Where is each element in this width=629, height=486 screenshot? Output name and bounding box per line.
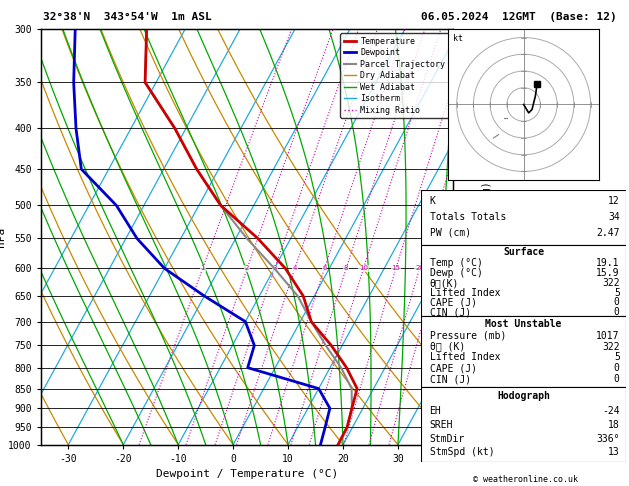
Text: 0: 0 xyxy=(614,374,620,384)
Text: 5: 5 xyxy=(614,288,620,297)
Text: CAPE (J): CAPE (J) xyxy=(430,364,477,373)
Text: 322: 322 xyxy=(602,342,620,351)
Text: Hodograph: Hodograph xyxy=(497,391,550,401)
Text: 8: 8 xyxy=(344,265,348,271)
Text: 19.1: 19.1 xyxy=(596,258,620,268)
Text: StmDir: StmDir xyxy=(430,434,465,444)
Text: θᴇ (K): θᴇ (K) xyxy=(430,342,465,351)
Text: 1017: 1017 xyxy=(596,330,620,341)
Text: 322: 322 xyxy=(602,278,620,288)
Text: EH: EH xyxy=(430,406,442,417)
Text: CAPE (J): CAPE (J) xyxy=(430,297,477,307)
Text: 2.47: 2.47 xyxy=(596,227,620,238)
Text: 18: 18 xyxy=(608,420,620,430)
Text: Temp (°C): Temp (°C) xyxy=(430,258,482,268)
Bar xyxy=(421,316,626,387)
Text: 20: 20 xyxy=(415,265,424,271)
Text: StmSpd (kt): StmSpd (kt) xyxy=(430,447,494,457)
Text: θᴇ(K): θᴇ(K) xyxy=(430,278,459,288)
Text: CIN (J): CIN (J) xyxy=(430,374,470,384)
Y-axis label: hPa: hPa xyxy=(0,227,6,247)
Text: 3: 3 xyxy=(272,265,277,271)
Text: 12: 12 xyxy=(608,196,620,206)
Text: 6: 6 xyxy=(322,265,326,271)
Text: PW (cm): PW (cm) xyxy=(430,227,470,238)
Text: SREH: SREH xyxy=(430,420,453,430)
Text: 0: 0 xyxy=(614,307,620,317)
Text: Pressure (mb): Pressure (mb) xyxy=(430,330,506,341)
Text: Dewp (°C): Dewp (°C) xyxy=(430,268,482,278)
Y-axis label: Mixing Ratio (g/kg): Mixing Ratio (g/kg) xyxy=(482,181,493,293)
Text: K: K xyxy=(430,196,435,206)
Bar xyxy=(421,245,626,316)
Text: 0: 0 xyxy=(614,297,620,307)
Text: kt: kt xyxy=(454,34,464,43)
Text: Most Unstable: Most Unstable xyxy=(486,319,562,329)
Text: 15: 15 xyxy=(391,265,400,271)
Text: 336°: 336° xyxy=(596,434,620,444)
Text: 10: 10 xyxy=(359,265,368,271)
Text: © weatheronline.co.uk: © weatheronline.co.uk xyxy=(473,474,577,484)
Text: 15.9: 15.9 xyxy=(596,268,620,278)
Legend: Temperature, Dewpoint, Parcel Trajectory, Dry Adiabat, Wet Adiabat, Isotherm, Mi: Temperature, Dewpoint, Parcel Trajectory… xyxy=(340,34,448,118)
Text: 06.05.2024  12GMT  (Base: 12): 06.05.2024 12GMT (Base: 12) xyxy=(421,12,617,22)
Bar xyxy=(421,190,626,245)
Text: 34: 34 xyxy=(608,211,620,222)
Text: 0: 0 xyxy=(614,364,620,373)
Text: Totals Totals: Totals Totals xyxy=(430,211,506,222)
Text: 5: 5 xyxy=(614,352,620,363)
Text: 25: 25 xyxy=(434,265,443,271)
X-axis label: Dewpoint / Temperature (°C): Dewpoint / Temperature (°C) xyxy=(156,469,338,479)
Text: Lifted Index: Lifted Index xyxy=(430,352,500,363)
Text: 32°38'N  343°54'W  1m ASL: 32°38'N 343°54'W 1m ASL xyxy=(43,12,211,22)
Text: 4: 4 xyxy=(292,265,297,271)
Text: -24: -24 xyxy=(602,406,620,417)
Text: CIN (J): CIN (J) xyxy=(430,307,470,317)
Text: Surface: Surface xyxy=(503,247,544,257)
Text: Lifted Index: Lifted Index xyxy=(430,288,500,297)
Text: 13: 13 xyxy=(608,447,620,457)
Text: 2: 2 xyxy=(245,265,249,271)
Text: 1: 1 xyxy=(201,265,205,271)
Bar xyxy=(421,387,626,462)
